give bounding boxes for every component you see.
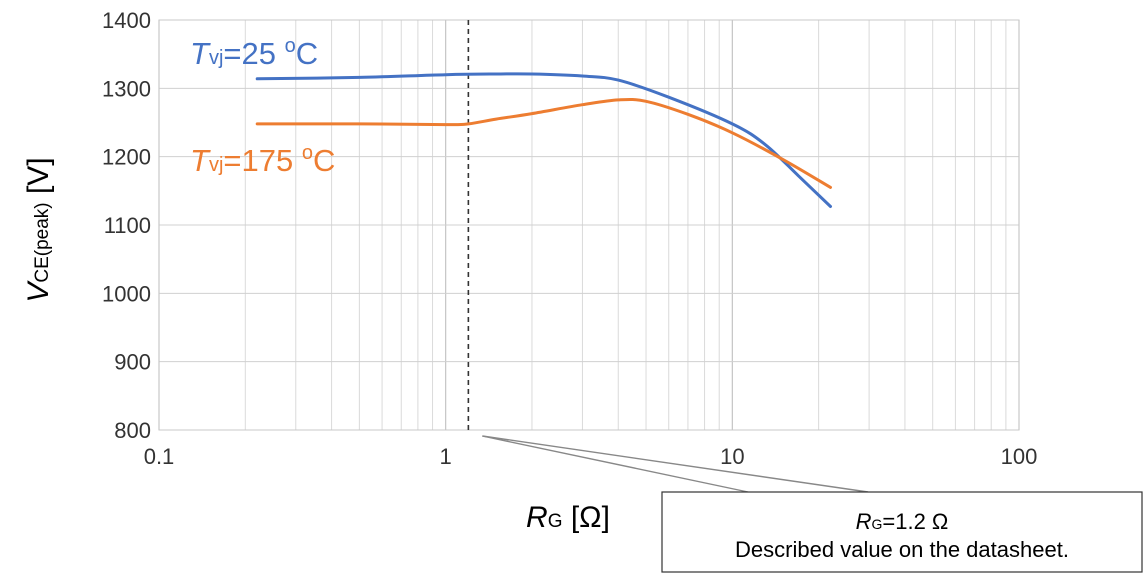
y-axis-label: VCE(peak) [V] — [22, 157, 55, 302]
series-line-25c — [255, 72, 832, 208]
callout-leader-lines — [482, 435, 869, 493]
x-tick-label: 100 — [1001, 444, 1038, 469]
y-tick-label: 1000 — [102, 281, 151, 306]
series-line-175c — [255, 97, 832, 189]
y-tick-label: 1200 — [102, 145, 151, 170]
x-tick-label: 10 — [720, 444, 744, 469]
plot-area — [158, 19, 1020, 431]
series-layer — [255, 72, 832, 208]
x-axis-label: RG [Ω] — [526, 501, 610, 534]
x-tick-label: 0.1 — [144, 444, 175, 469]
leader-line — [482, 435, 749, 493]
y-tick-label: 900 — [114, 350, 151, 375]
y-tick-label: 1400 — [102, 8, 151, 33]
annotation-line-2: Described value on the datasheet. — [735, 537, 1069, 562]
leader-line — [482, 435, 869, 493]
annotation-box — [661, 491, 1143, 573]
y-tick-label: 800 — [114, 418, 151, 443]
y-tick-label: 1300 — [102, 76, 151, 101]
series-label-175c: Tvj=175 oC — [190, 142, 335, 178]
series-label-25c: Tvj=25 oC — [190, 35, 318, 71]
annotation-line-1: RG=1.2 Ω — [856, 509, 949, 534]
x-tick-label: 1 — [440, 444, 452, 469]
x-tick-labels: 0.1 1 10 100 — [144, 444, 1038, 469]
grid — [158, 19, 1020, 431]
y-tick-label: 1100 — [104, 213, 151, 238]
y-tick-labels: 800 900 1000 1100 1200 1300 1400 — [102, 8, 151, 443]
